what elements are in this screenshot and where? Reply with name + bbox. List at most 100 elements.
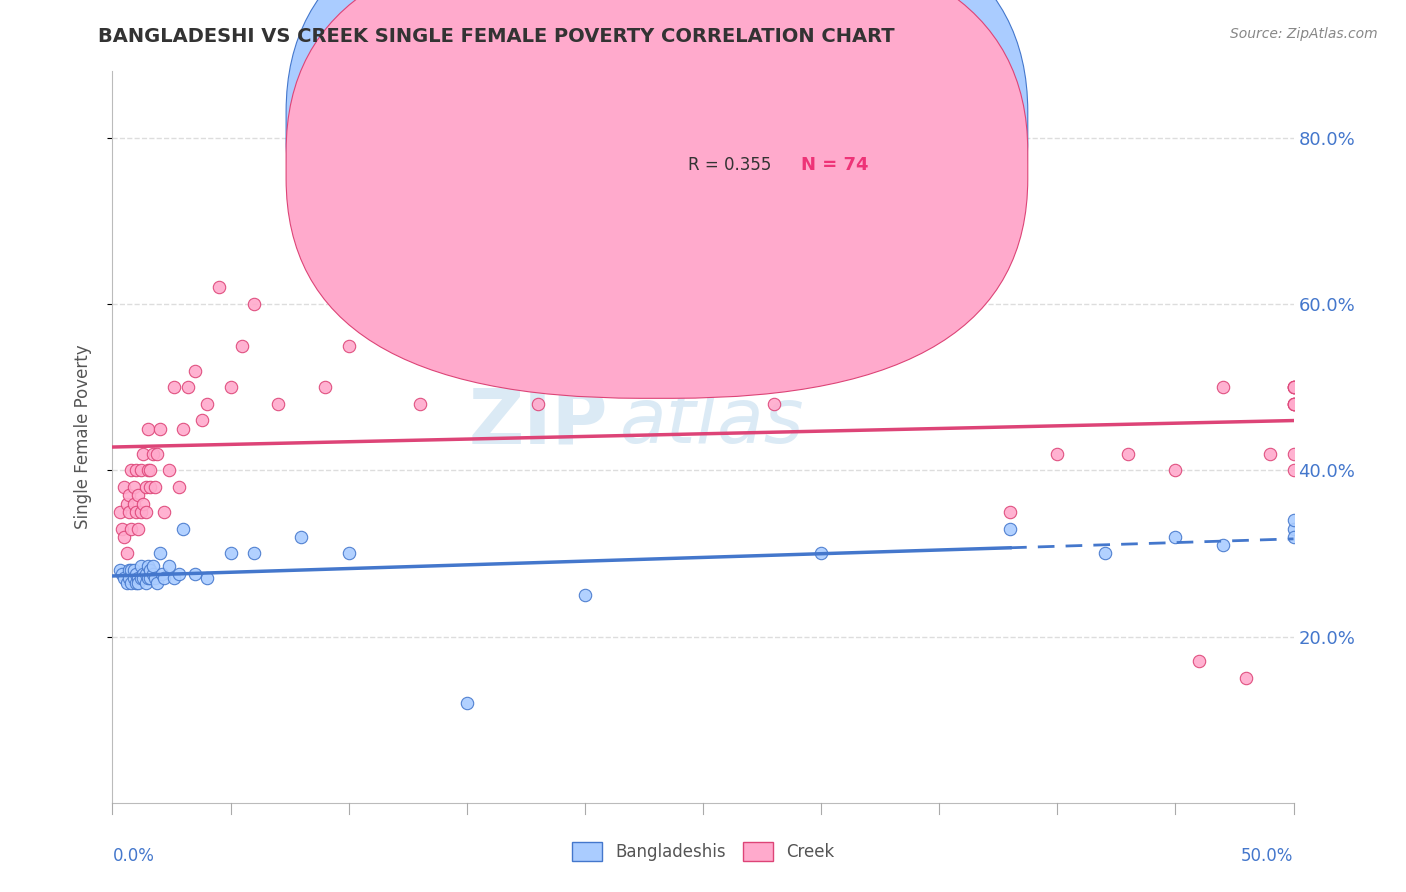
Text: 50.0%: 50.0% (1241, 847, 1294, 864)
Y-axis label: Single Female Poverty: Single Female Poverty (73, 345, 91, 529)
Point (1046, 447, 1069, 461)
Point (112, 480, 135, 494)
Point (456, 338, 478, 352)
Point (243, 297, 266, 311)
Point (120, 563, 142, 577)
Point (143, 480, 166, 494)
Point (1282, 397, 1305, 411)
Point (122, 571, 145, 585)
Point (163, 380, 186, 394)
Point (167, 480, 190, 494)
Point (314, 380, 336, 394)
FancyBboxPatch shape (285, 0, 1028, 399)
Point (195, 571, 218, 585)
Point (120, 521, 142, 535)
Point (163, 571, 186, 585)
Text: ZIP: ZIP (470, 385, 609, 459)
Point (290, 230, 312, 244)
Point (129, 571, 152, 585)
Point (118, 488, 141, 502)
Point (139, 571, 162, 585)
Point (692, 380, 714, 394)
Point (1282, 380, 1305, 394)
Point (142, 567, 165, 582)
Point (122, 480, 145, 494)
Point (118, 563, 141, 577)
Point (129, 505, 152, 519)
Point (1282, 521, 1305, 535)
Point (125, 567, 148, 582)
Point (143, 571, 166, 585)
Point (146, 447, 169, 461)
Point (526, 397, 548, 411)
Point (127, 521, 149, 535)
Point (150, 567, 173, 582)
Point (1164, 463, 1187, 477)
Point (337, 338, 360, 352)
Point (129, 463, 152, 477)
Text: R = 0.355: R = 0.355 (688, 156, 770, 174)
Text: N = 74: N = 74 (801, 156, 869, 174)
Point (1188, 655, 1211, 669)
Point (267, 397, 290, 411)
Point (132, 497, 155, 511)
Point (115, 497, 138, 511)
Point (122, 497, 145, 511)
Point (408, 397, 430, 411)
FancyBboxPatch shape (620, 97, 910, 195)
Point (1234, 671, 1257, 685)
Point (1282, 380, 1305, 394)
Point (125, 575, 148, 590)
Text: N = 51: N = 51 (801, 117, 869, 135)
Point (195, 397, 218, 411)
Point (127, 571, 149, 585)
Point (177, 380, 200, 394)
Text: Source: ZipAtlas.com: Source: ZipAtlas.com (1230, 27, 1378, 41)
Point (191, 413, 214, 427)
Point (139, 463, 162, 477)
Point (132, 571, 155, 585)
Point (167, 567, 190, 582)
Point (574, 588, 596, 602)
Point (142, 558, 165, 573)
Point (132, 567, 155, 582)
Point (118, 505, 141, 519)
Point (142, 447, 165, 461)
Point (998, 521, 1021, 535)
Text: 0.0%: 0.0% (112, 847, 155, 864)
Point (108, 563, 131, 577)
Text: atlas: atlas (620, 385, 804, 459)
Point (361, 255, 384, 269)
Point (115, 546, 138, 560)
Point (112, 571, 135, 585)
Point (136, 422, 159, 436)
Point (621, 131, 644, 145)
Point (243, 546, 266, 560)
Point (456, 696, 478, 710)
Point (136, 571, 159, 585)
Point (928, 297, 950, 311)
Legend: Bangladeshis, Creek: Bangladeshis, Creek (565, 835, 841, 868)
Point (108, 505, 131, 519)
Point (112, 530, 135, 544)
Point (172, 422, 194, 436)
Point (136, 558, 159, 573)
Point (1282, 397, 1305, 411)
Point (184, 567, 207, 582)
Point (231, 338, 253, 352)
Point (135, 505, 157, 519)
Point (129, 558, 152, 573)
Point (290, 530, 312, 544)
Point (1116, 447, 1139, 461)
Point (219, 380, 242, 394)
Point (139, 480, 162, 494)
Point (858, 338, 880, 352)
Point (1282, 513, 1305, 527)
Point (1282, 380, 1305, 394)
Point (1164, 530, 1187, 544)
Text: R = 0.097: R = 0.097 (688, 117, 770, 135)
Point (135, 480, 157, 494)
Point (1282, 530, 1305, 544)
Point (149, 422, 172, 436)
Point (127, 575, 149, 590)
